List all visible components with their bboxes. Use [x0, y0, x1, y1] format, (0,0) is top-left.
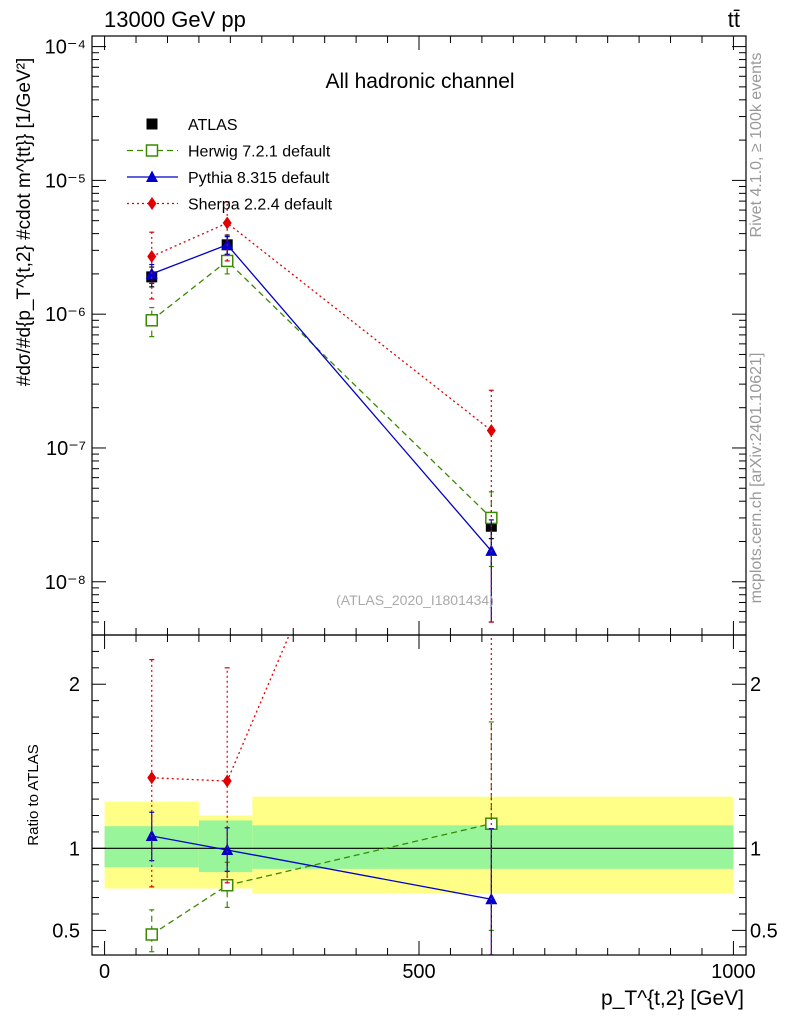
ratio-sherpa-point — [487, 153, 496, 166]
main-y-tick-label: 10⁻⁸ — [45, 572, 86, 594]
main-y-tick-label: 10⁻⁵ — [45, 170, 86, 192]
main-title: All hadronic channel — [325, 70, 514, 93]
main-y-tick-label: 10⁻⁴ — [45, 37, 86, 59]
legend-label: Sherpa 2.2.4 default — [188, 197, 333, 214]
legend-item: ATLAS — [146, 117, 238, 134]
ratio-herwig-point — [145, 928, 158, 941]
ratio-frame — [91, 634, 747, 956]
legend-label: ATLAS — [188, 117, 238, 134]
x-tick-label: 1000 — [711, 961, 756, 983]
analysis-watermark: (ATLAS_2020_I1801434) — [336, 592, 494, 608]
ratio-sherpa-point — [222, 774, 232, 788]
legend-marker — [147, 197, 157, 210]
legend: ATLAS Herwig 7.2.1 default Pythia 8.315 de… — [127, 117, 333, 214]
main-herwig-point — [145, 314, 158, 327]
main-sherpa-point — [147, 249, 157, 263]
legend-label: Pythia 8.315 default — [188, 170, 330, 187]
ratio-y-tick-label-right: 0.5 — [750, 920, 778, 942]
x-axis-label: p_T^{t,2} [GeV] — [601, 987, 744, 1010]
main-herwig-line — [151, 260, 492, 519]
ratio-y-tick-label-left: 2 — [69, 674, 80, 696]
main-pythia-line — [151, 244, 492, 552]
main-series-3 — [147, 201, 496, 623]
main-y-tick-label: 10⁻⁶ — [45, 304, 86, 326]
ratio-herwig-point — [220, 879, 234, 892]
ratio-inner-band — [252, 825, 734, 869]
main-sherpa-line — [151, 222, 492, 432]
main-y-axis-label: #dσ/#d{p_T^{t,2} #cdot m^{tt}} [1/GeV²] — [14, 58, 35, 387]
legend-marker — [145, 144, 159, 157]
main-panel: 10⁻⁸ 10⁻⁷ 10⁻⁶ 10⁻⁵ 10⁻⁴ All hadronic channe… — [14, 35, 747, 636]
main-series-0 — [146, 234, 497, 540]
legend-marker — [146, 118, 158, 130]
main-sherpa-point — [222, 216, 232, 230]
ratio-pythia-point — [221, 843, 234, 855]
header-energy: 13000 GeV pp — [104, 7, 246, 32]
ratio-series-2 — [147, 153, 496, 955]
ratio-sherpa-line — [151, 635, 290, 782]
main-y-tick-label: 10⁻⁷ — [46, 438, 86, 460]
legend-marker — [146, 170, 158, 182]
main-sherpa-point — [486, 424, 496, 438]
x-tick-label: 500 — [402, 961, 435, 983]
mcplots-label: mcplots.cern.ch [arXiv:2401.10621] — [748, 353, 765, 604]
ratio-y-tick-label-left: 0.5 — [52, 920, 80, 942]
ratio-sherpa-point — [147, 771, 157, 785]
ratio-panel: 0.5 0.5 1 1 2 2 0 500 1000 Ratio to ATLAS p_T^{t… — [25, 153, 778, 1010]
x-tick-label: 0 — [99, 961, 110, 983]
rivet-version-label: Rivet 4.1.0, ≥ 100k events — [748, 53, 765, 238]
legend-label: Herwig 7.2.1 default — [188, 144, 331, 161]
ratio-y-tick-label-right: 2 — [750, 674, 761, 696]
main-series-1 — [145, 247, 498, 568]
legend-item: Pythia 8.315 default — [127, 170, 330, 187]
main-series-2 — [145, 236, 498, 623]
ratio-y-axis-label: Ratio to ATLAS — [25, 744, 42, 845]
ratio-y-tick-label-right: 1 — [750, 838, 761, 860]
legend-item: Herwig 7.2.1 default — [127, 144, 331, 161]
header-process: tt̄ — [728, 7, 740, 32]
ratio-y-tick-label-left: 1 — [69, 838, 80, 860]
legend-item: Sherpa 2.2.4 default — [127, 197, 333, 214]
